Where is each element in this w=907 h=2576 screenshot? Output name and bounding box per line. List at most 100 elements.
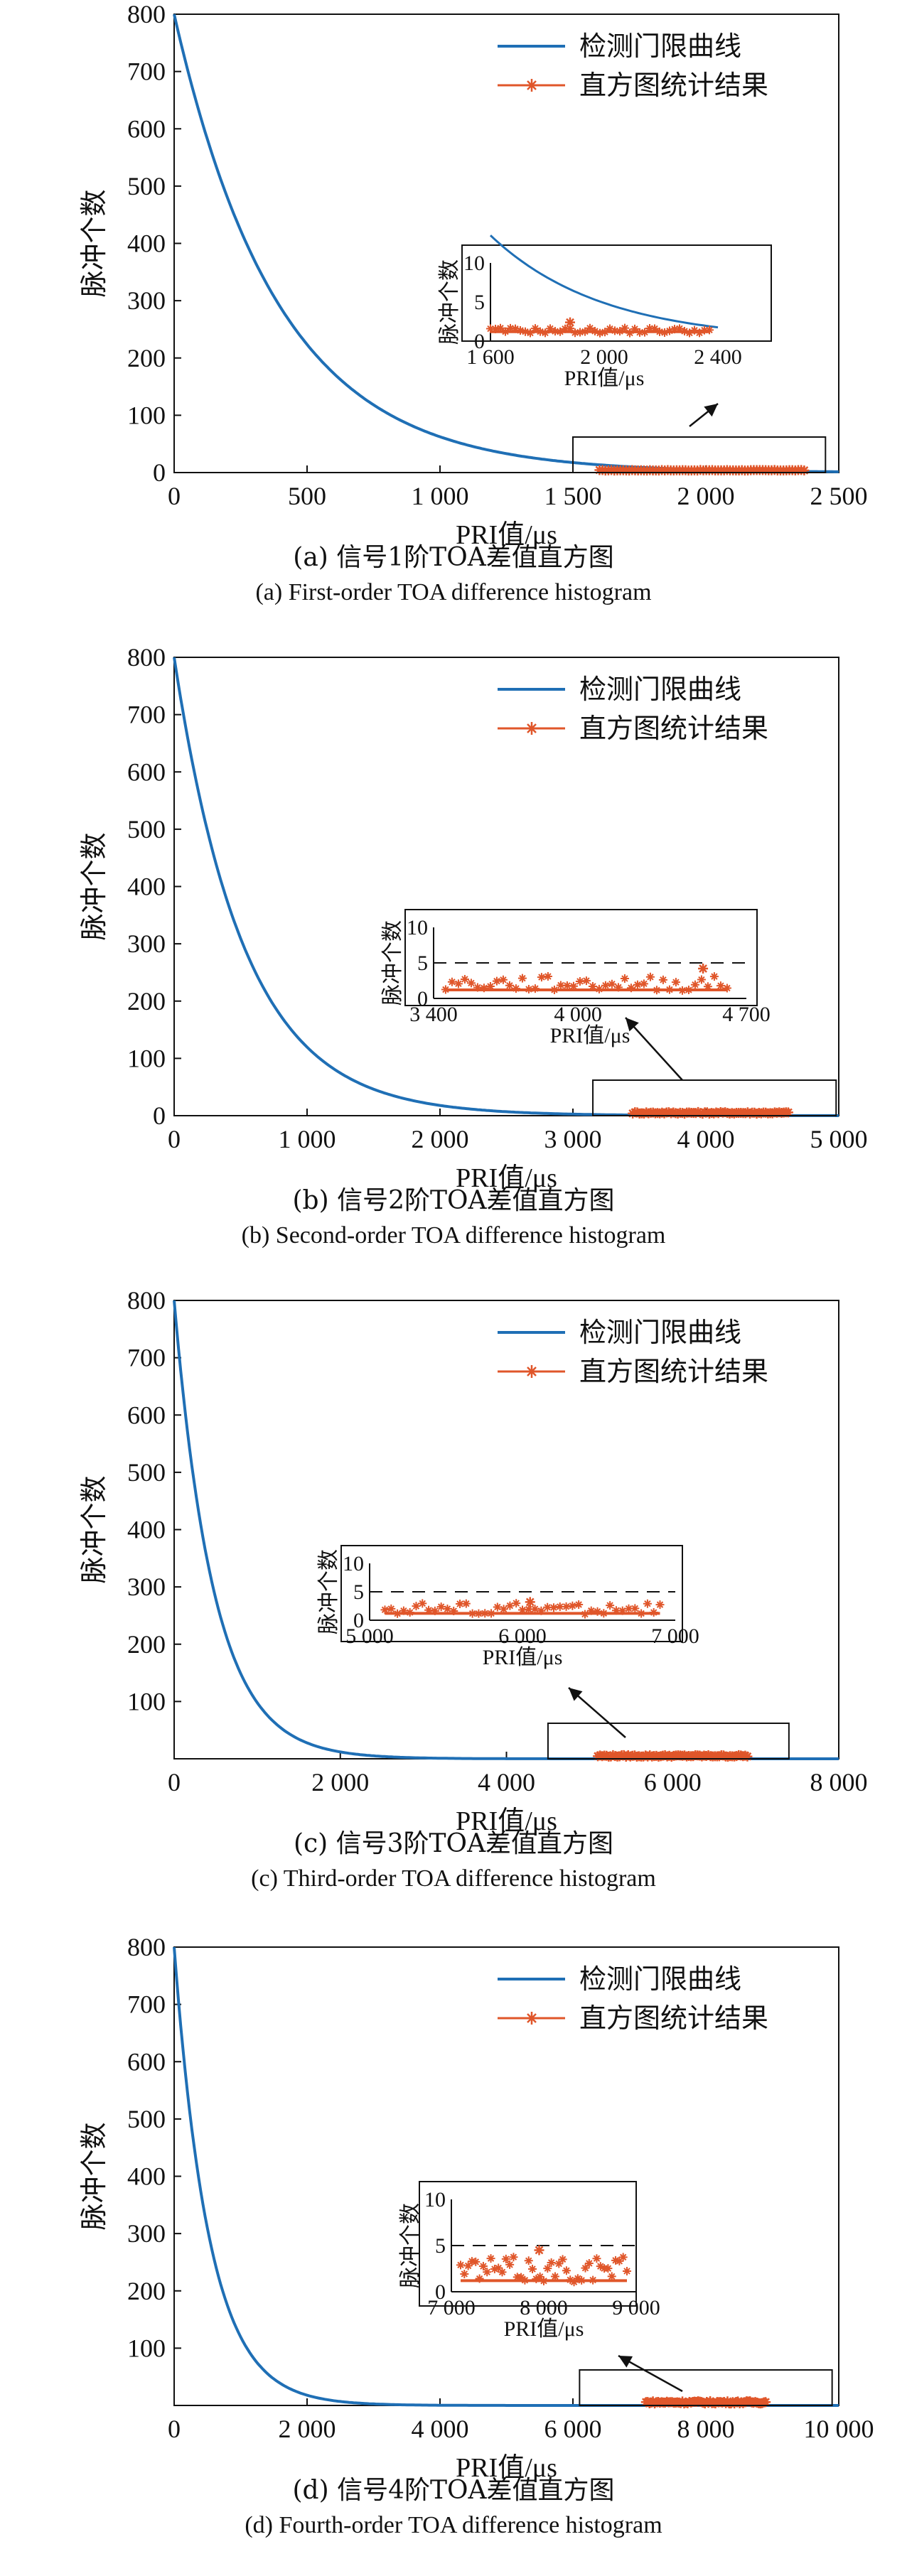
inset-histogram-point [424, 1605, 434, 1615]
inset-histogram-point [436, 1602, 446, 1612]
inset-histogram-point [645, 324, 654, 333]
inset-histogram-point [478, 2262, 488, 2271]
chart-panel-c: 100 200 300 400 500 600 700 800 0 2 000 4 000 6 000… [0, 1286, 907, 1929]
inset-histogram-point [697, 975, 706, 984]
y-tick-label: 500 [127, 172, 166, 200]
x-tick-label: 8 000 [677, 2415, 735, 2443]
y-tick-label: 100 [127, 401, 166, 429]
legend-histogram-marker [525, 722, 538, 735]
zoom-highlight-box [579, 2369, 833, 2407]
caption-english: (a) First-order TOA difference histogram [255, 579, 652, 605]
chart-panel-d: 100 200 300 400 500 600 700 800 0 2 000 4 000 6 000… [0, 1933, 907, 2576]
inset-histogram-point [709, 972, 719, 981]
inset-histogram-point [509, 2253, 518, 2262]
inset-histogram-point [633, 980, 642, 989]
inset-histogram-peak [534, 2245, 544, 2256]
inset-chart: 0 5 10 5 000 6 000 7 000 PRI值/μs 脉冲个数 [317, 1545, 699, 1669]
zoom-arrow-head [626, 1018, 639, 1032]
inset-histogram-point [485, 981, 495, 991]
y-axis-label: 脉冲个数 [80, 1475, 109, 1583]
zoom-highlight-box [547, 1723, 790, 1760]
inset-x-axis-label: PRI值/μs [504, 2317, 584, 2341]
inset-histogram-point [531, 324, 540, 333]
x-tick-label: 6 000 [544, 2415, 602, 2443]
inset-histogram-point [493, 1602, 502, 1612]
inset-histogram-point [586, 1606, 596, 1615]
y-tick-label: 200 [127, 987, 166, 1015]
inset-histogram-point [716, 981, 725, 991]
inset-chart: 0 5 10 3 400 4 000 4 700 PRI值/μs 脉冲个数 [381, 909, 771, 1047]
y-tick-label: 0 [153, 458, 166, 487]
legend-threshold-label: 检测门限曲线 [579, 1963, 741, 1995]
y-tick-label: 500 [127, 815, 166, 844]
legend-histogram-label: 直方图统计结果 [579, 2003, 768, 2034]
inset-histogram-point [501, 2254, 510, 2263]
inset-histogram-point [456, 1600, 465, 1609]
y-tick-label: 100 [127, 1687, 166, 1715]
inset-histogram-point [650, 324, 659, 333]
legend-histogram-marker [525, 79, 538, 92]
inset-y-axis-label: 脉冲个数 [438, 259, 461, 345]
caption-english: (d) Fourth-order TOA difference histogra… [245, 2512, 662, 2538]
inset-histogram-point [517, 2273, 526, 2282]
zoom-arrow-head [704, 404, 718, 417]
inset-histogram-point [460, 974, 469, 983]
inset-histogram-point [490, 2265, 499, 2274]
inset-histogram-point [705, 325, 714, 335]
inset-histogram-point [596, 2262, 605, 2271]
inset-histogram-point [537, 1606, 546, 1615]
inset-y-tick-label: 5 [353, 1580, 364, 1604]
chart-panel-a: 0 100 200 300 400 500 600 700 800 0 500 1 000 1 500 2… [0, 0, 907, 643]
inset-histogram-point [543, 1602, 552, 1612]
inset-histogram-point [517, 974, 527, 983]
caption-english: (c) Third-order TOA difference histogram [251, 1865, 656, 1892]
inset-histogram-point [524, 1605, 533, 1614]
y-tick-label: 0 [153, 1101, 166, 1130]
y-tick-label: 800 [127, 0, 166, 28]
inset-histogram-point [380, 1605, 390, 1615]
inset-histogram-point [475, 2274, 484, 2283]
inset-histogram-point [630, 1604, 640, 1613]
histogram-point [742, 1751, 753, 1762]
inset-y-tick-label: 0 [353, 1609, 364, 1632]
inset-histogram-point [581, 976, 591, 986]
y-tick-label: 600 [127, 2047, 166, 2076]
inset-histogram-point [418, 1599, 427, 1608]
x-axis-label: PRI值/μs [456, 520, 557, 550]
inset-histogram-point [532, 2275, 541, 2284]
y-tick-label: 300 [127, 286, 166, 315]
inset-histogram-point [568, 1601, 577, 1610]
inset-y-tick-label: 5 [435, 2234, 446, 2258]
y-tick-label: 300 [127, 929, 166, 958]
x-tick-label: 4 000 [677, 1125, 735, 1153]
inset-histogram-point [586, 323, 594, 333]
y-tick-label: 600 [127, 114, 166, 143]
x-tick-label: 1 500 [544, 482, 602, 510]
inset-histogram-point [473, 983, 482, 992]
y-tick-label: 700 [127, 1990, 166, 2019]
inset-frame [340, 1545, 683, 1642]
zoom-arrow-head [569, 1688, 583, 1701]
y-tick-label: 100 [127, 2334, 166, 2362]
y-tick-label: 600 [127, 758, 166, 786]
inset-y-tick-label: 10 [407, 916, 428, 939]
zoom-highlight-box [572, 436, 827, 474]
inset-x-tick-label: 5 000 [345, 1624, 394, 1648]
caption-chinese: (a) 信号1阶TOA差值直方图 [293, 543, 614, 572]
inset-histogram-point [430, 1606, 439, 1615]
inset-histogram-point [601, 981, 610, 990]
x-tick-label: 3 000 [544, 1125, 602, 1153]
x-tick-label: 2 500 [810, 482, 868, 510]
inset-histogram-point [593, 1607, 602, 1616]
inset-histogram-point [575, 976, 584, 986]
x-tick-label: 5 000 [810, 1125, 868, 1153]
inset-y-tick-label: 5 [417, 952, 428, 975]
legend-histogram-label: 直方图统计结果 [579, 70, 768, 101]
chart-panel-b: 0 100 200 300 400 500 600 700 800 0 1 000 2 000 3 00… [0, 643, 907, 1286]
inset-histogram-point [624, 1604, 633, 1613]
inset-x-tick-label: 7 000 [427, 2296, 476, 2319]
y-tick-label: 500 [127, 2105, 166, 2133]
inset-histogram-point [722, 983, 731, 993]
inset-histogram-point [466, 979, 476, 988]
